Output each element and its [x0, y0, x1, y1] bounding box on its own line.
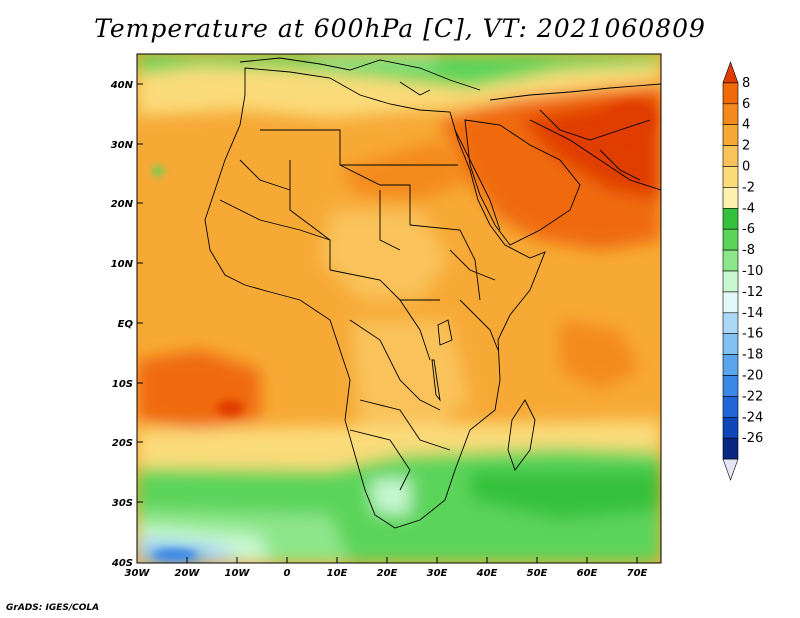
colorbar-swatch [722, 291, 739, 314]
lon-labels: 30W 20W 10W 0 10E 20E 30E 40E 50E 60E 70… [125, 568, 648, 579]
colorbar-label: -4 [742, 201, 755, 216]
colorbar-label: -8 [742, 243, 755, 258]
plot-frame [136, 53, 662, 564]
colorbar-swatch [722, 312, 739, 334]
lat-label: 10N [111, 259, 134, 270]
lon-label: 10W [225, 568, 251, 579]
colorbar-label: -22 [742, 389, 763, 404]
colorbar-label: -12 [742, 285, 763, 300]
colorbar-label: -18 [742, 348, 763, 363]
lon-label: 60E [577, 568, 598, 579]
colorbar-swatch [722, 249, 739, 272]
coastlines [204, 57, 661, 529]
lat-label: EQ [118, 319, 134, 330]
colorbar-label: -6 [742, 222, 755, 237]
colorbar-label: -14 [742, 306, 763, 321]
colorbar-swatch [722, 208, 739, 230]
colorbar-swatch [722, 375, 739, 397]
lat-labels: 40N 30N 20N 10N EQ 10S 20S 30S 40S [110, 80, 134, 569]
lat-label: 30N [111, 140, 134, 151]
lat-label: 20S [112, 438, 133, 449]
lat-label: 20N [111, 199, 134, 210]
chart-title: Temperature at 600hPa [C], VT: 202106080… [94, 14, 706, 43]
lon-label: 20E [377, 568, 398, 579]
colorbar-label: -2 [742, 180, 755, 195]
colorbar-label: -24 [742, 410, 763, 425]
colorbar-swatch [722, 145, 739, 167]
colorbar-label: 6 [742, 97, 750, 112]
lon-label: 0 [284, 568, 291, 579]
lon-label: 30E [427, 568, 448, 579]
colorbar-swatch [722, 333, 739, 355]
lon-label: 40E [476, 568, 498, 579]
colorbar-arrow-top [722, 61, 739, 84]
colorbar-label: 2 [742, 139, 750, 154]
colorbar-label: 8 [742, 76, 750, 91]
colorbar-label: 0 [742, 160, 750, 175]
colorbar-swatch [722, 82, 739, 105]
lon-label: 10E [327, 568, 348, 579]
colorbar-swatch [722, 228, 739, 251]
lon-label: 30W [125, 568, 151, 579]
colorbar-swatch [722, 270, 739, 293]
credit-text: GrADS: IGES/COLA [6, 603, 100, 613]
colorbar-label: -26 [742, 431, 763, 446]
colorbar-swatch [722, 396, 739, 418]
colorbar-swatch [722, 416, 739, 439]
lat-label: 40N [110, 80, 134, 91]
lat-label: 10S [112, 379, 133, 390]
lat-label: 30S [112, 498, 133, 509]
lon-label: 50E [527, 568, 548, 579]
colorbar-swatch [722, 103, 739, 126]
temperature-field [137, 54, 661, 563]
lon-label: 20W [175, 568, 201, 579]
colorbar-labels: 8 6 4 2 0 -2 -4 -6 -8 -10 -12 -14 -16 -18 -20 -22 -24 -26 [742, 76, 763, 446]
colorbar-swatch [722, 166, 739, 188]
colorbar-swatch [722, 124, 739, 146]
colorbar-swatch [722, 187, 739, 209]
colorbar-swatch [722, 354, 739, 376]
lon-label: 70E [627, 568, 648, 579]
colorbar-arrow-bottom [722, 458, 739, 481]
colorbar-label: -20 [742, 369, 763, 384]
colorbar-swatch [722, 437, 739, 460]
colorbar-label: -16 [742, 327, 763, 342]
colorbar-label: 4 [742, 118, 750, 133]
colorbar-label: -10 [742, 264, 763, 279]
axis-ticks [137, 83, 638, 563]
lat-label: 40S [111, 558, 133, 569]
colorbar [722, 61, 739, 481]
